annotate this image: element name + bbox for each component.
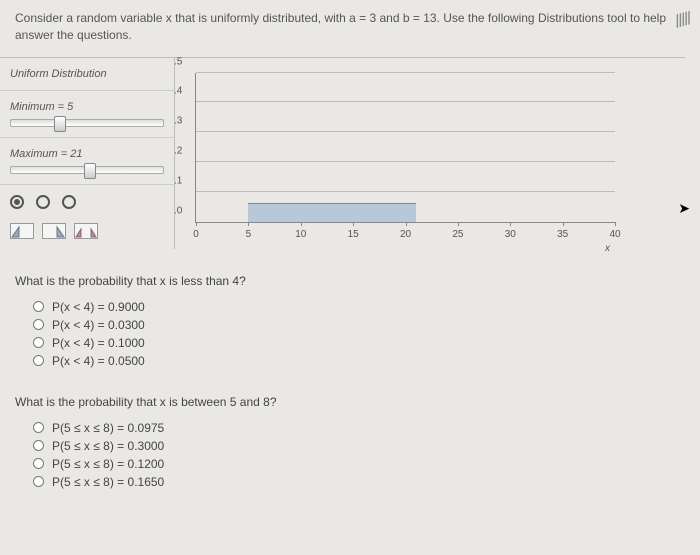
chart-panel: .0 .1 .2 .3 .4 .5 0 5 10 15 20 25 30 35 …: [175, 58, 685, 249]
question-1: What is the probability that x is less t…: [15, 274, 685, 370]
cursor-icon: ➤: [678, 200, 690, 217]
option-text: P(5 ≤ x ≤ 8) = 0.1200: [52, 457, 164, 471]
y-tick-1: .1: [174, 175, 182, 186]
x-tick-1: 5: [246, 229, 252, 240]
x-tick-4: 20: [400, 229, 411, 240]
min-slider-thumb[interactable]: [54, 116, 66, 132]
radio-icon: [33, 476, 44, 487]
option-text: P(5 ≤ x ≤ 8) = 0.3000: [52, 439, 164, 453]
q1-option-a[interactable]: P(x < 4) = 0.9000: [15, 298, 685, 316]
controls-panel: Uniform Distribution Minimum = 5 Maximum…: [0, 58, 175, 249]
option-text: P(x < 4) = 0.1000: [52, 336, 145, 350]
radio-icon: [33, 319, 44, 330]
tail-mode-icons: [0, 219, 174, 249]
two-tail-icon[interactable]: [74, 223, 98, 239]
x-axis-label: x: [605, 243, 610, 254]
q1-prompt: What is the probability that x is less t…: [15, 274, 685, 288]
x-tick-0: 0: [193, 229, 199, 240]
y-tick-4: .4: [174, 86, 182, 97]
radio-icon: [33, 355, 44, 366]
q1-option-d[interactable]: P(x < 4) = 0.0500: [15, 352, 685, 370]
radio-icon: [33, 337, 44, 348]
radio-icon: [33, 440, 44, 451]
y-tick-2: .2: [174, 146, 182, 157]
radio-icon: [33, 301, 44, 312]
y-tick-3: .3: [174, 116, 182, 127]
y-tick-0: .0: [174, 205, 182, 216]
right-tail-icon[interactable]: [42, 223, 66, 239]
max-slider-thumb[interactable]: [84, 163, 96, 179]
minimum-control: Minimum = 5: [0, 91, 174, 138]
option-text: P(x < 4) = 0.9000: [52, 300, 145, 314]
y-tick-5: .5: [174, 56, 182, 67]
x-tick-2: 10: [295, 229, 306, 240]
x-tick-8: 40: [609, 229, 620, 240]
x-tick-5: 25: [452, 229, 463, 240]
chart-area: .0 .1 .2 .3 .4 .5 0 5 10 15 20 25 30 35 …: [195, 73, 615, 223]
distribution-tool: Uniform Distribution Minimum = 5 Maximum…: [0, 57, 685, 249]
left-tail-icon[interactable]: [10, 223, 34, 239]
shade-mode-right[interactable]: [62, 195, 76, 209]
question-2: What is the probability that x is betwee…: [15, 395, 685, 491]
q2-option-b[interactable]: P(5 ≤ x ≤ 8) = 0.3000: [15, 437, 685, 455]
min-slider[interactable]: [10, 119, 164, 127]
q1-option-b[interactable]: P(x < 4) = 0.0300: [15, 316, 685, 334]
distribution-bar: [248, 203, 416, 222]
q2-prompt: What is the probability that x is betwee…: [15, 395, 685, 409]
q1-option-c[interactable]: P(x < 4) = 0.1000: [15, 334, 685, 352]
shade-mode-left[interactable]: [36, 195, 50, 209]
option-text: P(5 ≤ x ≤ 8) = 0.1650: [52, 475, 164, 489]
radio-icon: [33, 422, 44, 433]
question-intro: Consider a random variable x that is uni…: [0, 0, 700, 52]
min-label: Minimum = 5: [10, 101, 164, 113]
maximum-control: Maximum = 21: [0, 138, 174, 185]
radio-icon: [33, 458, 44, 469]
shade-mode-full[interactable]: [10, 195, 24, 209]
q2-option-c[interactable]: P(5 ≤ x ≤ 8) = 0.1200: [15, 455, 685, 473]
x-tick-3: 15: [348, 229, 359, 240]
x-tick-7: 35: [557, 229, 568, 240]
max-slider[interactable]: [10, 166, 164, 174]
q2-option-d[interactable]: P(5 ≤ x ≤ 8) = 0.1650: [15, 473, 685, 491]
q2-option-a[interactable]: P(5 ≤ x ≤ 8) = 0.0975: [15, 419, 685, 437]
tool-title: Uniform Distribution: [0, 58, 174, 91]
x-tick-6: 30: [505, 229, 516, 240]
option-text: P(x < 4) = 0.0300: [52, 318, 145, 332]
option-text: P(x < 4) = 0.0500: [52, 354, 145, 368]
max-label: Maximum = 21: [10, 148, 164, 160]
shade-mode-radios: [0, 185, 174, 219]
option-text: P(5 ≤ x ≤ 8) = 0.0975: [52, 421, 164, 435]
